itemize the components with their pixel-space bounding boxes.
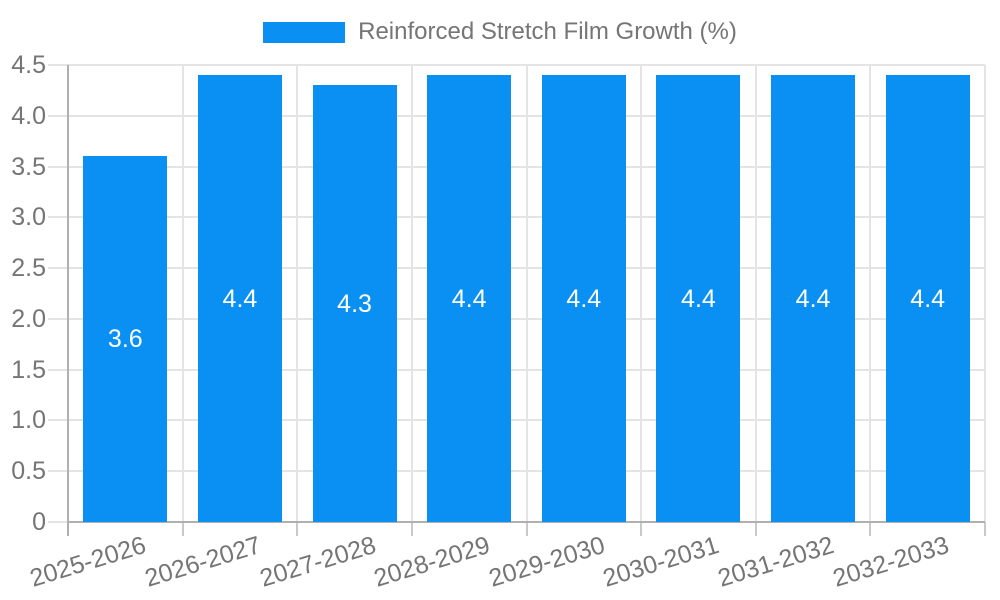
- y-tick-label: 1.0: [11, 406, 46, 435]
- x-gridline: [525, 65, 528, 522]
- y-tick-label: 2.5: [11, 254, 46, 283]
- y-gridline: [48, 114, 985, 117]
- y-axis-line: [67, 65, 69, 536]
- x-gridline: [296, 65, 299, 522]
- bar-value-label: 4.4: [222, 284, 258, 313]
- bar: [656, 75, 741, 522]
- x-tick: [754, 522, 757, 536]
- y-tick-label: 3.5: [11, 152, 46, 181]
- y-gridline: [48, 64, 985, 66]
- bar-value-label: 4.4: [910, 284, 946, 313]
- x-tick: [296, 522, 299, 536]
- x-gridline: [640, 65, 643, 522]
- x-tick: [181, 522, 184, 536]
- x-tick: [640, 522, 643, 536]
- bar-value-label: 4.4: [566, 284, 602, 313]
- legend: Reinforced Stretch Film Growth (%): [0, 18, 1000, 46]
- x-tick: [410, 522, 413, 536]
- y-gridline: [48, 216, 985, 219]
- x-gridline: [869, 65, 872, 522]
- bar: [541, 75, 626, 522]
- x-tick: [984, 522, 986, 536]
- x-gridline: [754, 65, 757, 522]
- bar-value-label: 4.4: [451, 284, 487, 313]
- bar-value-label: 4.3: [337, 289, 372, 318]
- bar: [427, 75, 512, 522]
- x-tick: [869, 522, 872, 536]
- x-axis-line: [68, 521, 985, 523]
- bar-value-label: 4.4: [681, 284, 716, 313]
- bar: [83, 156, 168, 522]
- y-gridline: [48, 368, 985, 371]
- y-tick-label: 1.5: [11, 355, 46, 384]
- bar: [312, 85, 397, 522]
- y-tick-label: 4.0: [11, 101, 46, 130]
- y-gridline: [48, 419, 985, 422]
- x-gridline: [984, 65, 986, 522]
- y-gridline: [48, 165, 985, 168]
- y-tick-label: 0: [32, 508, 46, 536]
- y-tick-label: 0.5: [11, 457, 46, 486]
- legend-swatch: [263, 21, 346, 43]
- bar-value-label: 4.4: [795, 284, 831, 313]
- bar: [771, 75, 856, 522]
- bar: [885, 75, 970, 522]
- x-gridline: [181, 65, 184, 522]
- y-tick-label: 4.5: [11, 51, 46, 79]
- y-gridline: [48, 470, 985, 473]
- x-tick: [525, 522, 528, 536]
- y-gridline: [48, 267, 985, 270]
- y-gridline: [48, 317, 985, 320]
- bar: [197, 75, 282, 522]
- y-tick-label: 3.0: [11, 203, 46, 232]
- y-tick-label: 2.0: [11, 304, 46, 333]
- bar-value-label: 3.6: [107, 325, 143, 354]
- x-gridline: [410, 65, 413, 522]
- legend-label: Reinforced Stretch Film Growth (%): [358, 18, 737, 45]
